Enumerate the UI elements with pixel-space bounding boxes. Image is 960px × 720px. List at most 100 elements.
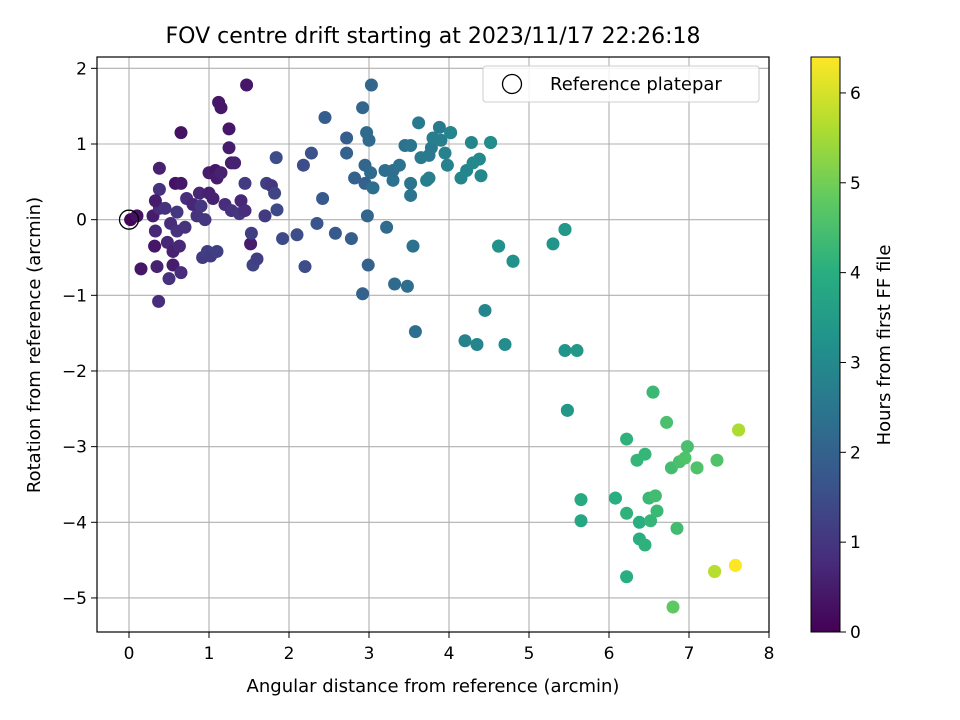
data-point: [388, 277, 402, 291]
data-point: [638, 538, 652, 552]
data-point: [574, 514, 588, 528]
data-point: [192, 186, 206, 200]
data-point: [484, 135, 498, 149]
data-point: [472, 152, 486, 166]
data-point: [362, 133, 376, 147]
data-point: [206, 191, 220, 205]
x-axis-label: Angular distance from reference (arcmin): [247, 676, 620, 697]
data-point: [178, 220, 192, 234]
data-point: [356, 101, 370, 115]
data-point: [478, 303, 492, 317]
data-point: [632, 515, 646, 529]
colorbar-tick-label: 3: [850, 353, 861, 373]
colorbar-tick-label: 0: [850, 623, 861, 643]
data-point: [170, 205, 184, 219]
data-point: [408, 325, 422, 339]
data-point: [198, 213, 212, 227]
data-point: [222, 122, 236, 136]
data-point: [214, 166, 228, 180]
y-tick-label: −3: [62, 438, 87, 458]
data-point: [440, 158, 454, 172]
data-point: [310, 216, 324, 230]
data-point: [174, 266, 188, 280]
data-point: [364, 166, 378, 180]
data-point: [608, 491, 622, 505]
data-point: [360, 209, 374, 223]
colorbar: 0 1 2 3 4 5 6 Hours from first FF file: [810, 56, 895, 643]
legend-reference-marker: [501, 73, 523, 95]
legend-entry-reference: Reference platepar: [550, 74, 722, 95]
data-point: [210, 244, 224, 258]
data-points: [118, 78, 746, 614]
data-point: [432, 120, 446, 134]
colorbar-label: Hours from first FF file: [874, 245, 895, 446]
chart-title: FOV centre drift starting at 2023/11/17 …: [166, 24, 701, 49]
data-point: [250, 252, 264, 266]
data-point: [238, 204, 252, 218]
data-point: [498, 338, 512, 351]
data-point: [148, 194, 162, 208]
data-point: [404, 139, 418, 153]
plot-area-frame: [96, 56, 770, 633]
data-point: [304, 146, 318, 160]
data-point: [174, 126, 188, 140]
y-axis-ticks: 2 1 0 −1 −2 −3 −4 −5: [62, 59, 97, 609]
data-point: [276, 232, 290, 246]
x-tick-label: 7: [684, 644, 695, 664]
data-point: [444, 126, 458, 140]
data-point: [228, 156, 242, 170]
data-point: [361, 258, 375, 272]
data-point: [298, 260, 312, 274]
data-point: [666, 600, 680, 614]
data-point: [290, 228, 304, 242]
data-point: [380, 220, 394, 234]
legend: Reference platepar: [482, 65, 760, 103]
data-point: [620, 432, 634, 446]
data-point: [680, 440, 694, 454]
data-point: [404, 188, 418, 202]
data-point: [238, 176, 252, 190]
data-point: [474, 169, 488, 183]
data-point: [506, 254, 520, 268]
data-point: [560, 403, 574, 417]
data-point: [620, 506, 634, 520]
data-point: [148, 224, 162, 238]
data-point: [558, 223, 572, 236]
colorbar-ticks: 0 1 2 3 4 5 6: [840, 84, 861, 643]
x-tick-label: 4: [444, 644, 455, 664]
data-point: [340, 146, 354, 160]
data-point: [438, 146, 452, 160]
data-point: [386, 173, 400, 187]
data-point: [392, 158, 406, 172]
data-point: [194, 199, 208, 213]
data-point: [130, 209, 144, 223]
y-tick-label: −4: [62, 513, 87, 533]
y-tick-label: 2: [76, 59, 87, 79]
data-point: [492, 239, 506, 253]
x-tick-label: 0: [124, 644, 135, 664]
data-point: [434, 133, 448, 147]
x-axis-ticks: 0 1 2 3 4 5 6 7 8: [124, 632, 775, 664]
data-point: [152, 294, 166, 308]
data-point: [214, 101, 228, 115]
colorbar-tick-label: 6: [850, 84, 861, 104]
data-point: [710, 453, 724, 467]
x-tick-label: 3: [364, 644, 375, 664]
colorbar-gradient: [810, 56, 841, 633]
x-tick-label: 8: [764, 644, 775, 664]
data-point: [158, 201, 172, 215]
data-point: [316, 191, 330, 205]
reference-platepar-marker: [118, 209, 140, 230]
y-tick-label: 1: [76, 135, 87, 155]
data-point: [732, 423, 746, 437]
data-point: [406, 239, 420, 253]
y-tick-label: −5: [62, 589, 87, 609]
data-point: [172, 239, 186, 253]
data-point: [148, 239, 162, 253]
data-point: [422, 171, 436, 185]
data-point: [650, 504, 664, 518]
data-point: [570, 344, 584, 358]
data-point: [660, 415, 674, 429]
data-point: [150, 260, 164, 274]
data-point: [174, 176, 188, 190]
